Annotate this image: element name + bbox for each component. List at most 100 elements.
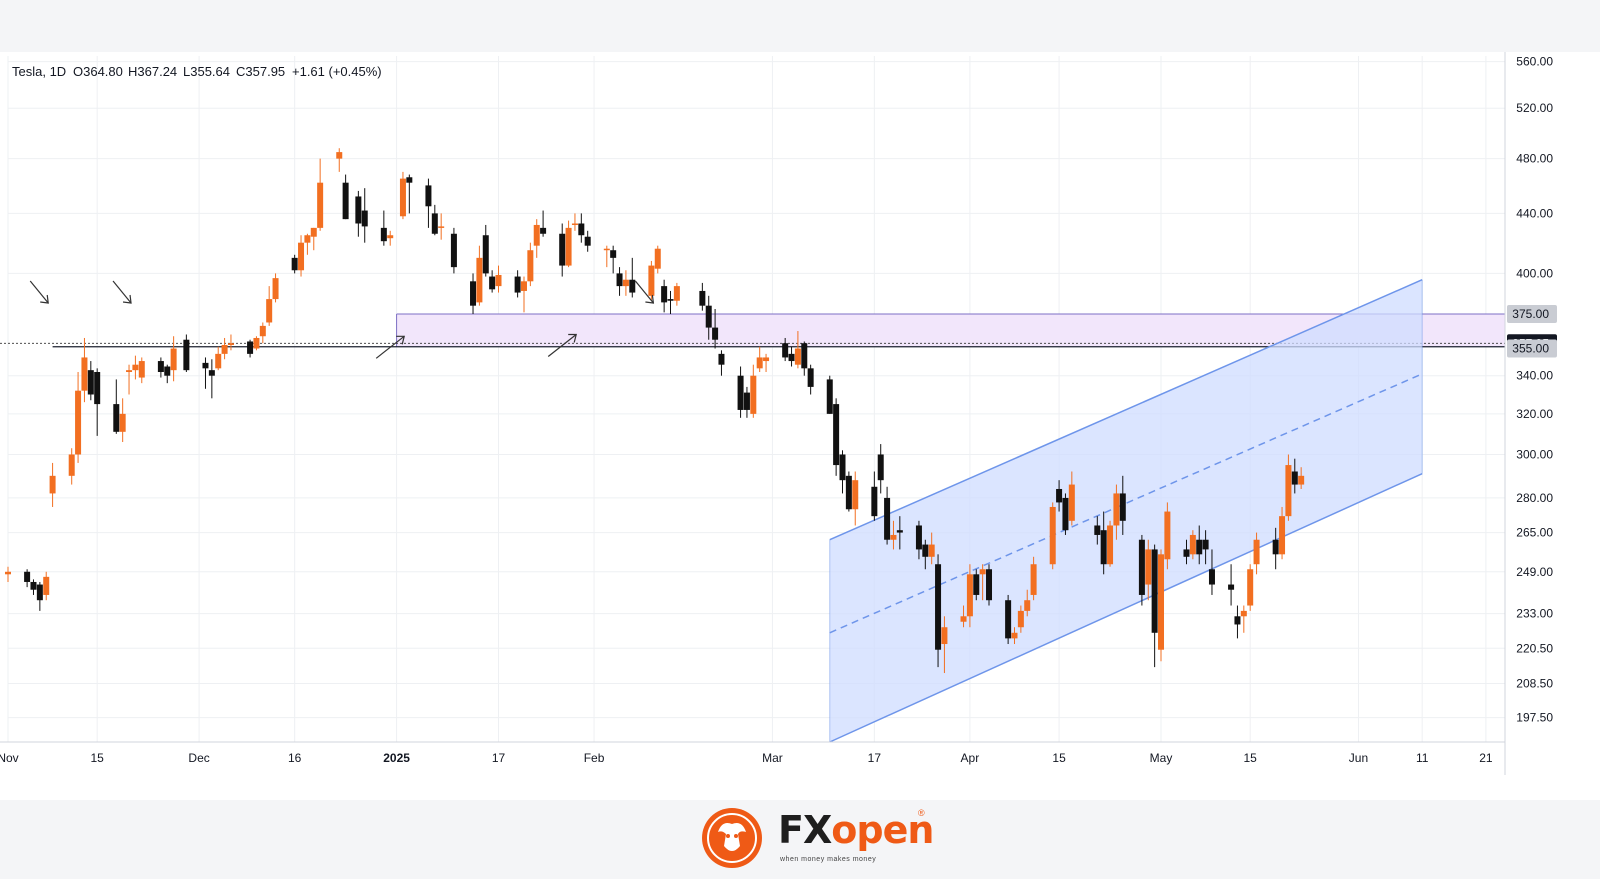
candle-body xyxy=(520,281,527,291)
annotation-arrow xyxy=(112,280,132,304)
arrow-head xyxy=(40,294,49,304)
candle-body xyxy=(221,344,228,354)
candle-body xyxy=(584,236,591,246)
candle-body xyxy=(533,224,540,246)
candle-body xyxy=(782,343,789,358)
x-tick-label: 2025 xyxy=(383,751,410,765)
candle-body xyxy=(673,286,680,301)
candle-body xyxy=(794,348,801,365)
candle-body xyxy=(661,286,668,303)
channel-fill xyxy=(829,279,1423,742)
candle-body xyxy=(1030,564,1037,595)
arrow-shaft xyxy=(112,280,132,304)
x-tick-label: Apr xyxy=(961,751,980,765)
candle-body xyxy=(705,305,712,328)
candle-body xyxy=(737,375,744,410)
candle-body xyxy=(935,564,942,650)
candle-body xyxy=(1151,549,1158,633)
candle-body xyxy=(1138,539,1145,595)
price-tag-label: 355.00 xyxy=(1512,342,1549,356)
bull-emblem-icon xyxy=(702,808,762,868)
candle-body xyxy=(380,227,387,242)
candle-body xyxy=(1228,584,1235,590)
candle-body xyxy=(884,497,891,540)
candle-body xyxy=(399,178,406,217)
candle-body xyxy=(138,361,145,378)
candle-body xyxy=(87,370,94,395)
candle-body xyxy=(1234,616,1241,625)
candle-body xyxy=(514,276,521,293)
candle-body xyxy=(94,372,101,405)
candle-body xyxy=(1279,516,1286,555)
arrow-shaft xyxy=(375,335,405,359)
price-tag: 375.00 xyxy=(1507,305,1557,324)
candle-body xyxy=(298,242,305,271)
y-tick-label: 560.00 xyxy=(1516,55,1553,69)
arrow-head xyxy=(568,333,577,343)
y-tick-label: 440.00 xyxy=(1516,206,1553,220)
candle-body xyxy=(1291,471,1298,485)
candle-body xyxy=(922,544,929,557)
candle-body xyxy=(438,226,445,228)
candle-body xyxy=(1202,539,1209,550)
candle-body xyxy=(712,327,719,340)
candle-body xyxy=(1100,530,1107,565)
candle-body xyxy=(489,276,496,290)
candle-body xyxy=(571,223,578,225)
candle-body xyxy=(928,544,935,557)
candle-body xyxy=(1062,497,1069,531)
candle-body xyxy=(896,530,903,533)
candle-body xyxy=(482,235,489,274)
candle-body xyxy=(291,257,298,271)
x-tick-label: Nov xyxy=(0,751,19,765)
candle-body xyxy=(801,343,808,369)
price-tag: 355.00 xyxy=(1507,339,1557,358)
annotation-arrow xyxy=(375,335,405,359)
y-tick-label: 480.00 xyxy=(1516,152,1553,166)
candle-body xyxy=(540,227,547,234)
candle-body xyxy=(1240,610,1247,617)
candle-body xyxy=(1164,511,1171,560)
candle-body xyxy=(259,325,266,337)
arrow-shaft xyxy=(547,334,577,357)
brand-open: open xyxy=(831,808,934,852)
x-tick-label: Dec xyxy=(188,751,209,765)
candle-body xyxy=(470,281,477,306)
candle-body xyxy=(622,279,629,287)
channel-upper-line xyxy=(829,279,1423,541)
candle-body xyxy=(495,274,502,287)
candle-body xyxy=(699,290,706,306)
candle-body xyxy=(1119,493,1126,521)
candle-body xyxy=(973,574,980,595)
candle-body xyxy=(310,227,317,237)
candle-body xyxy=(743,392,750,410)
ohlc-change: +1.61 (+0.45%) xyxy=(292,64,382,79)
candle-body xyxy=(1024,600,1031,611)
candle-body xyxy=(845,475,852,510)
candle-body xyxy=(1011,632,1018,639)
candle-body xyxy=(1208,569,1215,585)
candle-body xyxy=(1145,549,1152,585)
candle-body xyxy=(431,213,438,234)
y-tick-label: 208.50 xyxy=(1516,677,1553,691)
arrow-head xyxy=(645,294,655,304)
candle-body xyxy=(1285,465,1292,517)
candle-body xyxy=(1253,539,1260,565)
ohlc-low: L355.64 xyxy=(183,64,230,79)
annotation-arrow xyxy=(634,280,655,304)
candle-body xyxy=(966,574,973,617)
x-tick-label: 11 xyxy=(1416,751,1429,765)
candle-body xyxy=(406,177,413,183)
candle-body xyxy=(807,368,814,387)
ohlc-close: C357.95 xyxy=(236,64,285,79)
candle-body xyxy=(654,248,661,269)
candle-body xyxy=(183,339,190,371)
candle-body xyxy=(839,454,846,481)
candle-body xyxy=(227,343,234,345)
candle-body xyxy=(387,235,394,239)
candle-body xyxy=(1183,549,1190,557)
candle-body xyxy=(450,233,457,268)
candle-body xyxy=(266,299,273,323)
candle-body xyxy=(1113,493,1120,526)
candle-body xyxy=(1056,488,1063,503)
